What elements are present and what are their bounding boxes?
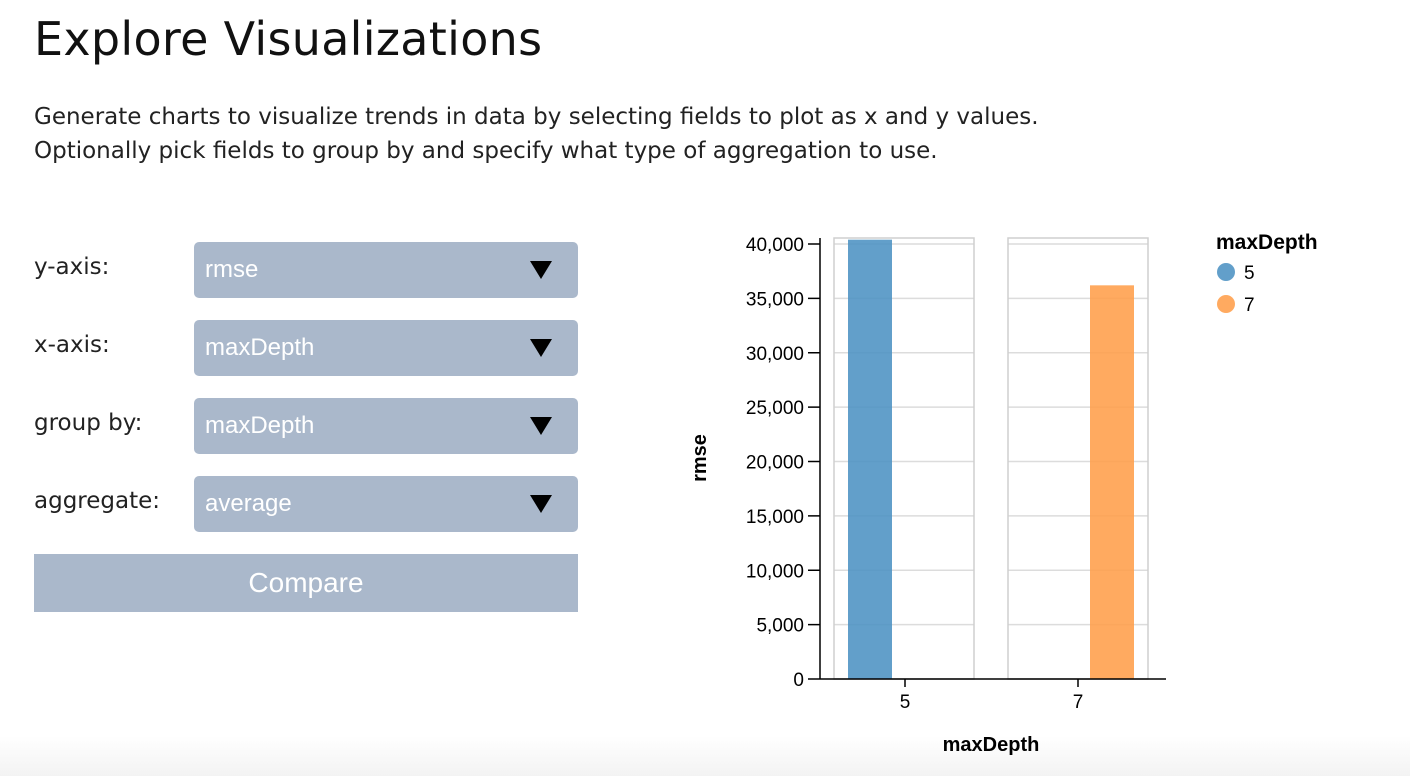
y-axis-select[interactable]: rmse: [194, 242, 578, 298]
compare-button[interactable]: Compare: [34, 554, 578, 612]
aggregate-select-value: average: [205, 490, 292, 517]
y-tick-label: 0: [793, 670, 804, 691]
group-by-select-value: maxDepth: [205, 412, 315, 439]
aggregate-label: aggregate:: [34, 488, 161, 514]
x-axis-select[interactable]: maxDepth: [194, 320, 578, 376]
group-by-select[interactable]: maxDepth: [194, 398, 578, 454]
y-axis-label: y-axis:: [34, 254, 110, 280]
y-tick-label: 15,000: [746, 507, 804, 528]
triangle-down-icon: [530, 495, 552, 513]
bar-7: [1090, 285, 1134, 679]
triangle-down-icon: [530, 261, 552, 279]
footer-band: [0, 736, 1410, 776]
bar-5: [848, 239, 892, 679]
page-description: Generate charts to visualize trends in d…: [34, 100, 1039, 168]
y-tick-label: 25,000: [746, 398, 804, 419]
y-tick-label: 10,000: [746, 561, 804, 582]
legend-label: 5: [1244, 263, 1255, 284]
legend-title: maxDepth: [1216, 231, 1318, 254]
triangle-down-icon: [530, 417, 552, 435]
y-tick-label: 5,000: [756, 616, 804, 637]
y-tick-label: 35,000: [746, 289, 804, 310]
description-line-2: Optionally pick fields to group by and s…: [34, 138, 938, 164]
legend-label: 7: [1244, 295, 1255, 316]
aggregate-select[interactable]: average: [194, 476, 578, 532]
x-axis-label: x-axis:: [34, 332, 110, 358]
x-tick-label: 5: [900, 692, 911, 713]
legend-swatch-5: [1217, 263, 1235, 281]
y-tick-label: 30,000: [746, 344, 804, 365]
x-axis-title: maxDepth: [943, 734, 1040, 756]
y-axis-title: rmse: [689, 434, 711, 482]
description-line-1: Generate charts to visualize trends in d…: [34, 104, 1039, 130]
triangle-down-icon: [530, 339, 552, 357]
page-title: Explore Visualizations: [34, 12, 543, 66]
legend-swatch-7: [1217, 295, 1235, 313]
x-tick-label: 7: [1073, 692, 1084, 713]
x-axis-select-value: maxDepth: [205, 334, 315, 361]
y-tick-label: 40,000: [746, 235, 804, 256]
y-tick-label: 20,000: [746, 453, 804, 474]
group-by-label: group by:: [34, 410, 143, 436]
y-axis-select-value: rmse: [205, 256, 259, 283]
